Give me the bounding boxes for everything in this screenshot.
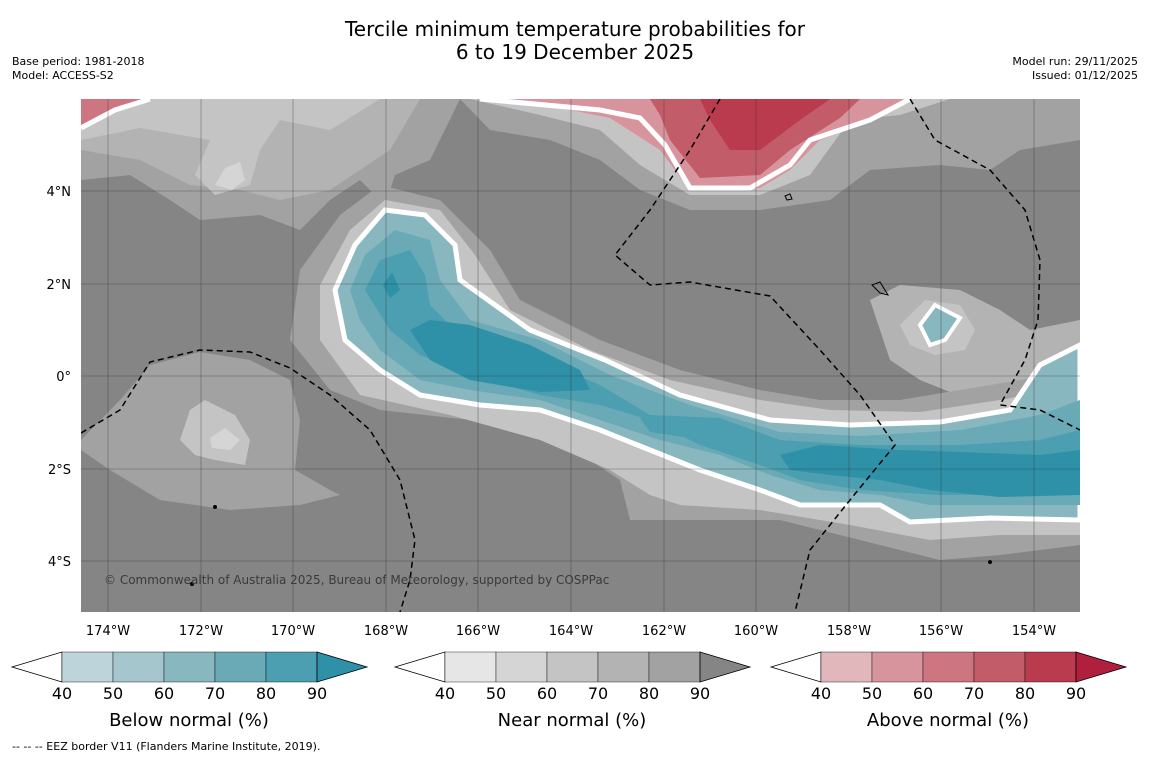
below-normal-east-island [917, 302, 963, 348]
legend-below-normal: 40 50 60 70 80 90 Below normal (%) [10, 651, 369, 731]
near-normal-region-north-4 [215, 162, 245, 190]
legend-tick: 40 [52, 684, 72, 703]
legend-swatch [922, 651, 975, 683]
legend-tick: 50 [862, 684, 882, 703]
lon-label: 164°W [549, 624, 593, 639]
legend-swatch [214, 651, 267, 683]
meta-right: Model run: 29/11/2025 Issued: 01/12/2025 [1012, 55, 1138, 83]
copyright-text: © Commonwealth of Australia 2025, Bureau… [104, 573, 609, 587]
near-normal-region-sw-core [210, 428, 240, 450]
legend-tick: 50 [486, 684, 506, 703]
legend-title: Above normal (%) [867, 710, 1029, 731]
legend-arrow-right [699, 651, 752, 683]
legend-swatch [546, 651, 599, 683]
lon-label: 170°W [271, 624, 315, 639]
legend-arrow-right [1075, 651, 1128, 683]
legend-tick: 80 [256, 684, 276, 703]
lon-label: 156°W [919, 624, 963, 639]
legend-swatch [597, 651, 650, 683]
model-name: Model: ACCESS-S2 [12, 69, 114, 82]
legend-arrow-left [769, 651, 822, 683]
legend-above-normal: 40 50 60 70 80 90 Above normal (%) [769, 651, 1128, 731]
below-normal-band-90-east [780, 445, 1080, 497]
below-normal-band-90 [410, 320, 590, 392]
lon-label: 172°W [179, 624, 223, 639]
eez-border-central [613, 99, 896, 612]
legend-swatch [444, 651, 497, 683]
below-normal-band-70 [350, 230, 1080, 505]
legend-swatch [495, 651, 548, 683]
lat-label: 2°N [47, 278, 72, 293]
longitude-labels: 174°W 172°W 170°W 168°W 166°W 164°W 162°… [86, 624, 1056, 639]
legend-tick: 70 [205, 684, 225, 703]
legend-tick: 80 [639, 684, 659, 703]
above-normal-region-peak [700, 99, 830, 150]
above-normal-outline-north [479, 99, 912, 191]
island-sw-2 [190, 582, 194, 586]
title-line-2: 6 to 19 December 2025 [455, 40, 695, 64]
model-run: Model run: 29/11/2025 [1012, 55, 1138, 68]
legend-tick: 60 [913, 684, 933, 703]
legend-swatch [871, 651, 924, 683]
meta-left: Base period: 1981-2018 Model: ACCESS-S2 [12, 55, 144, 83]
legend-tick: 60 [537, 684, 557, 703]
footnote-eez: -- -- -- EEZ border V11 (Flanders Marine… [12, 740, 321, 753]
lon-label: 168°W [364, 624, 408, 639]
legend-tick: 70 [964, 684, 984, 703]
near-normal-region-north-3 [81, 99, 380, 195]
lon-label: 174°W [86, 624, 130, 639]
chart-title: Tercile minimum temperature probabilitie… [0, 18, 1150, 64]
latitude-labels: 4°N 2°N 0° 2°S 4°S [47, 185, 72, 570]
legend-tick: 50 [103, 684, 123, 703]
title-line-1: Tercile minimum temperature probabilitie… [344, 17, 806, 41]
near-normal-region-sw-inner [180, 400, 250, 465]
below-normal-band-90-west [383, 272, 400, 298]
above-normal-outline-west [81, 99, 151, 131]
lat-label: 0° [56, 370, 71, 385]
legend-arrow-left [393, 651, 446, 683]
island-north [784, 193, 793, 201]
lat-label: 4°S [48, 555, 71, 570]
legend-swatch [648, 651, 701, 683]
legend-swatch [1024, 651, 1077, 683]
legend-swatch [163, 651, 216, 683]
island-se [988, 560, 992, 564]
legend-tick: 90 [1066, 684, 1086, 703]
legend-swatch [112, 651, 165, 683]
legend-title: Below normal (%) [109, 710, 269, 731]
gridlines [81, 99, 1080, 612]
lon-label: 162°W [642, 624, 686, 639]
below-normal-band-mid [640, 418, 720, 438]
eez-border-west [81, 349, 416, 612]
above-normal-region-west [81, 99, 145, 125]
legend-tick: 40 [811, 684, 831, 703]
lon-label: 166°W [456, 624, 500, 639]
legend-swatch [973, 651, 1026, 683]
issued-date: Issued: 01/12/2025 [1031, 69, 1138, 82]
legend-tick: 60 [154, 684, 174, 703]
legend-swatch [820, 651, 873, 683]
lat-label: 4°N [47, 185, 72, 200]
legend-tick: 90 [307, 684, 327, 703]
island-east [871, 281, 890, 296]
legend-tick: 40 [435, 684, 455, 703]
map-plot-area [81, 99, 1080, 612]
legend-tick: 80 [1015, 684, 1035, 703]
lon-label: 160°W [734, 624, 778, 639]
legend-arrow-right [316, 651, 369, 683]
legend-tick: 70 [588, 684, 608, 703]
lat-label: 2°S [48, 463, 71, 478]
legend-swatch [61, 651, 114, 683]
lon-label: 154°W [1012, 624, 1056, 639]
legend-swatch [265, 651, 318, 683]
lon-label: 158°W [827, 624, 871, 639]
legend-title: Near normal (%) [498, 710, 647, 731]
legend-arrow-left [10, 651, 63, 683]
legend-near-normal: 40 50 60 70 80 90 Near normal (%) [393, 651, 752, 731]
base-period: Base period: 1981-2018 [12, 55, 145, 68]
island-sw-1 [213, 505, 217, 509]
legend-tick: 90 [690, 684, 710, 703]
